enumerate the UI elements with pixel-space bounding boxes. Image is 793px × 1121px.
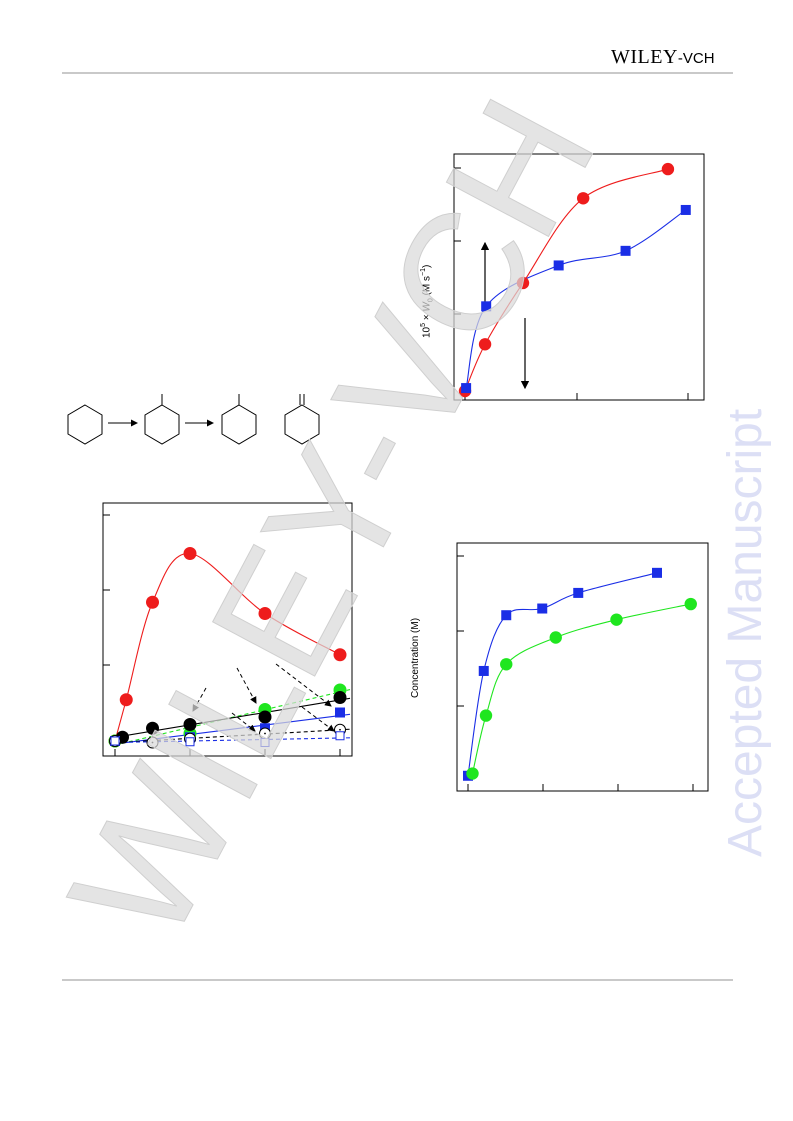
chart2-point-red-circle: [478, 338, 492, 351]
chart1-point-red-circle: [333, 648, 347, 662]
chart3-point-blue-square: [501, 610, 512, 621]
chart2-point-blue-square: [481, 301, 492, 312]
chart1-point-red-circle: [146, 595, 159, 609]
chart1-point-blue-open-square: [260, 738, 270, 747]
chart3-series-line: [471, 603, 691, 774]
chart3-frame: [456, 542, 709, 792]
methylcyclohexane-icon: [221, 394, 257, 445]
brand-main: WILEY: [611, 46, 678, 68]
chart2-point-red-circle: [516, 276, 530, 290]
chart3-series-line: [467, 572, 658, 776]
chart3-point-blue-square: [478, 665, 489, 676]
top-rule: [62, 72, 733, 74]
chart3-point-green-circle: [479, 709, 493, 722]
accepted-manuscript-watermark: Accepted Manuscript: [719, 408, 772, 857]
chart1-point-black-circle: [146, 721, 159, 735]
methylenecyclohexane-icon: [284, 394, 320, 445]
chart3-point-blue-square: [573, 587, 584, 598]
chart2-point-blue-square: [620, 245, 631, 256]
chart2-frame: [453, 153, 705, 401]
chart3-point-blue-square: [652, 567, 662, 578]
header-brand: WILEY-VCH: [611, 46, 715, 69]
chart3-point-green-circle: [466, 767, 479, 780]
chart2-ylabel: 105 × W0 (M s−1): [420, 264, 435, 338]
chart1-point-red-circle: [119, 693, 133, 707]
chart3-point-green-circle: [684, 597, 697, 611]
chart2-point-red-circle: [576, 192, 590, 205]
chart1-point-black-circle: [333, 691, 347, 704]
chart1-point-blue-open-square: [335, 731, 345, 741]
bottom-rule: [62, 979, 733, 981]
chart2-point-blue-square: [461, 383, 472, 394]
chart1-point-blue-square: [335, 707, 345, 718]
chart2-series-line: [464, 168, 669, 392]
chart1-frame: [102, 502, 353, 757]
chart1-series-line: [122, 697, 351, 737]
chart1-point-black-open-circle: [259, 727, 271, 740]
chart3-point-green-circle: [549, 631, 562, 644]
chart2-point-blue-square: [553, 260, 564, 271]
chart3-point-blue-square: [537, 603, 548, 614]
chart1-point-black-circle: [183, 718, 197, 731]
chart1-point-red-circle: [183, 547, 197, 560]
chart1-point-blue-open-square: [110, 736, 120, 746]
chart2-point-blue-square: [680, 204, 691, 215]
chart3-point-green-circle: [610, 613, 623, 626]
chart2-point-red-circle: [661, 162, 675, 176]
chart1-point-red-circle: [258, 607, 272, 620]
methylcyclohexane-icon: [144, 394, 180, 445]
chart3-ylabel: Concentration (M): [410, 617, 421, 698]
cyclohexane-icon: [67, 404, 103, 445]
chart1-point-blue-open-square: [185, 737, 195, 747]
chart1-series-line: [114, 728, 351, 744]
chart3-point-green-circle: [500, 658, 513, 671]
brand-suffix: -VCH: [677, 50, 715, 67]
chart1-point-black-open-circle: [146, 736, 159, 749]
chart1-point-black-circle: [258, 710, 272, 724]
